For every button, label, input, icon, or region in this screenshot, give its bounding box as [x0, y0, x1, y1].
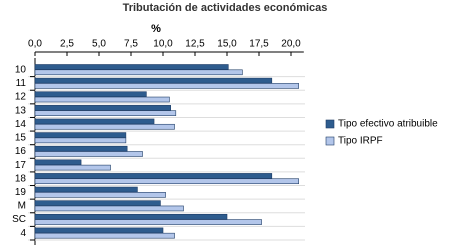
y-tick-label: 17 — [15, 160, 27, 171]
bar — [34, 232, 175, 239]
bar — [34, 178, 299, 185]
y-tick-label: 16 — [15, 146, 27, 157]
y-tick-label: 14 — [15, 119, 27, 130]
legend-label: Tipo IRPF — [338, 136, 383, 147]
bar — [34, 145, 128, 152]
y-tick-label: 11 — [16, 78, 27, 89]
bar — [34, 137, 127, 144]
bar — [34, 64, 229, 70]
bar — [34, 83, 299, 89]
bar — [34, 200, 161, 206]
axis-title: % — [151, 23, 161, 35]
bar — [34, 123, 175, 130]
y-tick-label: 15 — [15, 133, 27, 144]
bar — [34, 69, 243, 76]
bar — [34, 96, 170, 103]
bar — [34, 159, 82, 166]
x-tick-label: 17,5 — [249, 39, 269, 50]
bar — [34, 132, 127, 138]
x-tick-label: 0,0 — [28, 39, 42, 50]
x-tick-label: 15,0 — [217, 39, 237, 50]
bar — [34, 77, 273, 84]
bar — [34, 91, 147, 98]
bar — [34, 205, 184, 212]
legend-label: Tipo efectivo atribuible — [338, 119, 438, 130]
bar — [34, 227, 164, 234]
bar — [34, 192, 166, 198]
bar — [34, 118, 155, 125]
bar — [34, 110, 177, 116]
y-tick-label: 13 — [15, 105, 27, 116]
y-tick-label: 12 — [15, 92, 27, 103]
bar — [34, 164, 111, 171]
x-tick-label: 5,0 — [92, 39, 106, 50]
x-tick-label: 20,0 — [281, 39, 301, 50]
bar — [34, 173, 273, 179]
bar — [34, 186, 138, 193]
y-tick-label: 19 — [15, 187, 27, 198]
y-tick-label: M — [18, 201, 26, 212]
x-tick-label: 2,5 — [60, 39, 74, 50]
chart-title: Tributación de actividades económicas — [123, 2, 328, 14]
y-tick-label: 4 — [20, 228, 26, 239]
y-tick-label: 10 — [15, 64, 27, 75]
bar — [34, 213, 228, 220]
legend-swatch — [325, 136, 335, 146]
bar — [34, 105, 171, 111]
y-tick-label: 18 — [15, 173, 27, 184]
y-tick-label: SC — [12, 214, 26, 225]
x-tick-label: 7,5 — [124, 39, 138, 50]
bar — [34, 151, 143, 157]
x-tick-label: 12,5 — [185, 39, 205, 50]
legend-swatch — [325, 119, 335, 129]
bar — [34, 219, 262, 225]
x-tick-label: 10,0 — [153, 39, 173, 50]
